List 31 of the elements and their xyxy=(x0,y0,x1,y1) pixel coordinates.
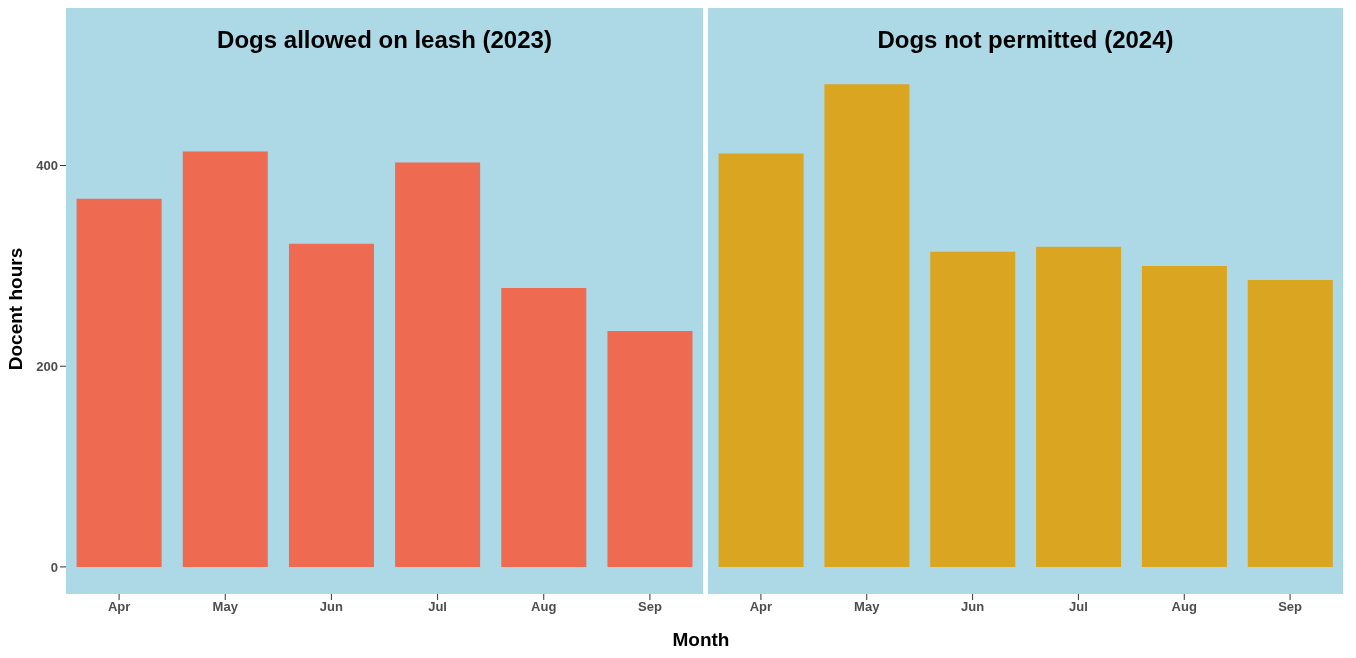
text: Dogs not permitted (2024) xyxy=(876,26,1175,54)
bar xyxy=(1141,265,1227,567)
x-tick-label: Sep xyxy=(1278,599,1303,615)
x-tick-label: Sep xyxy=(637,599,662,615)
x-tick-label: Jun xyxy=(319,599,344,615)
x-tick-label: Aug xyxy=(531,599,557,615)
bar xyxy=(824,84,910,567)
y-tick-label: 200 xyxy=(36,358,58,374)
y-tick-label: 0 xyxy=(50,559,58,575)
bar xyxy=(718,153,804,567)
x-tick-label: May xyxy=(212,599,239,615)
y-axis-title: Docent hours xyxy=(5,246,27,373)
bar xyxy=(395,162,481,567)
bar xyxy=(607,331,693,567)
y-tick-label: 400 xyxy=(36,158,58,174)
x-tick-label: Jul xyxy=(428,599,447,615)
bar xyxy=(76,198,162,567)
bar xyxy=(1036,246,1122,567)
bar xyxy=(288,243,374,567)
x-tick-label: Jun xyxy=(961,599,985,615)
x-tick-label: Aug xyxy=(1171,599,1197,615)
x-axis-title: Month xyxy=(671,629,731,651)
bar xyxy=(930,251,1016,567)
x-tick-label: May xyxy=(854,599,881,615)
x-tick-label: Apr xyxy=(749,599,773,615)
text: Dogs allowed on leash (2023) xyxy=(216,26,553,54)
bar xyxy=(1247,279,1333,567)
bar xyxy=(501,287,587,567)
bar xyxy=(182,151,268,567)
x-tick-label: Apr xyxy=(107,599,131,615)
x-tick-label: Jul xyxy=(1069,599,1088,615)
